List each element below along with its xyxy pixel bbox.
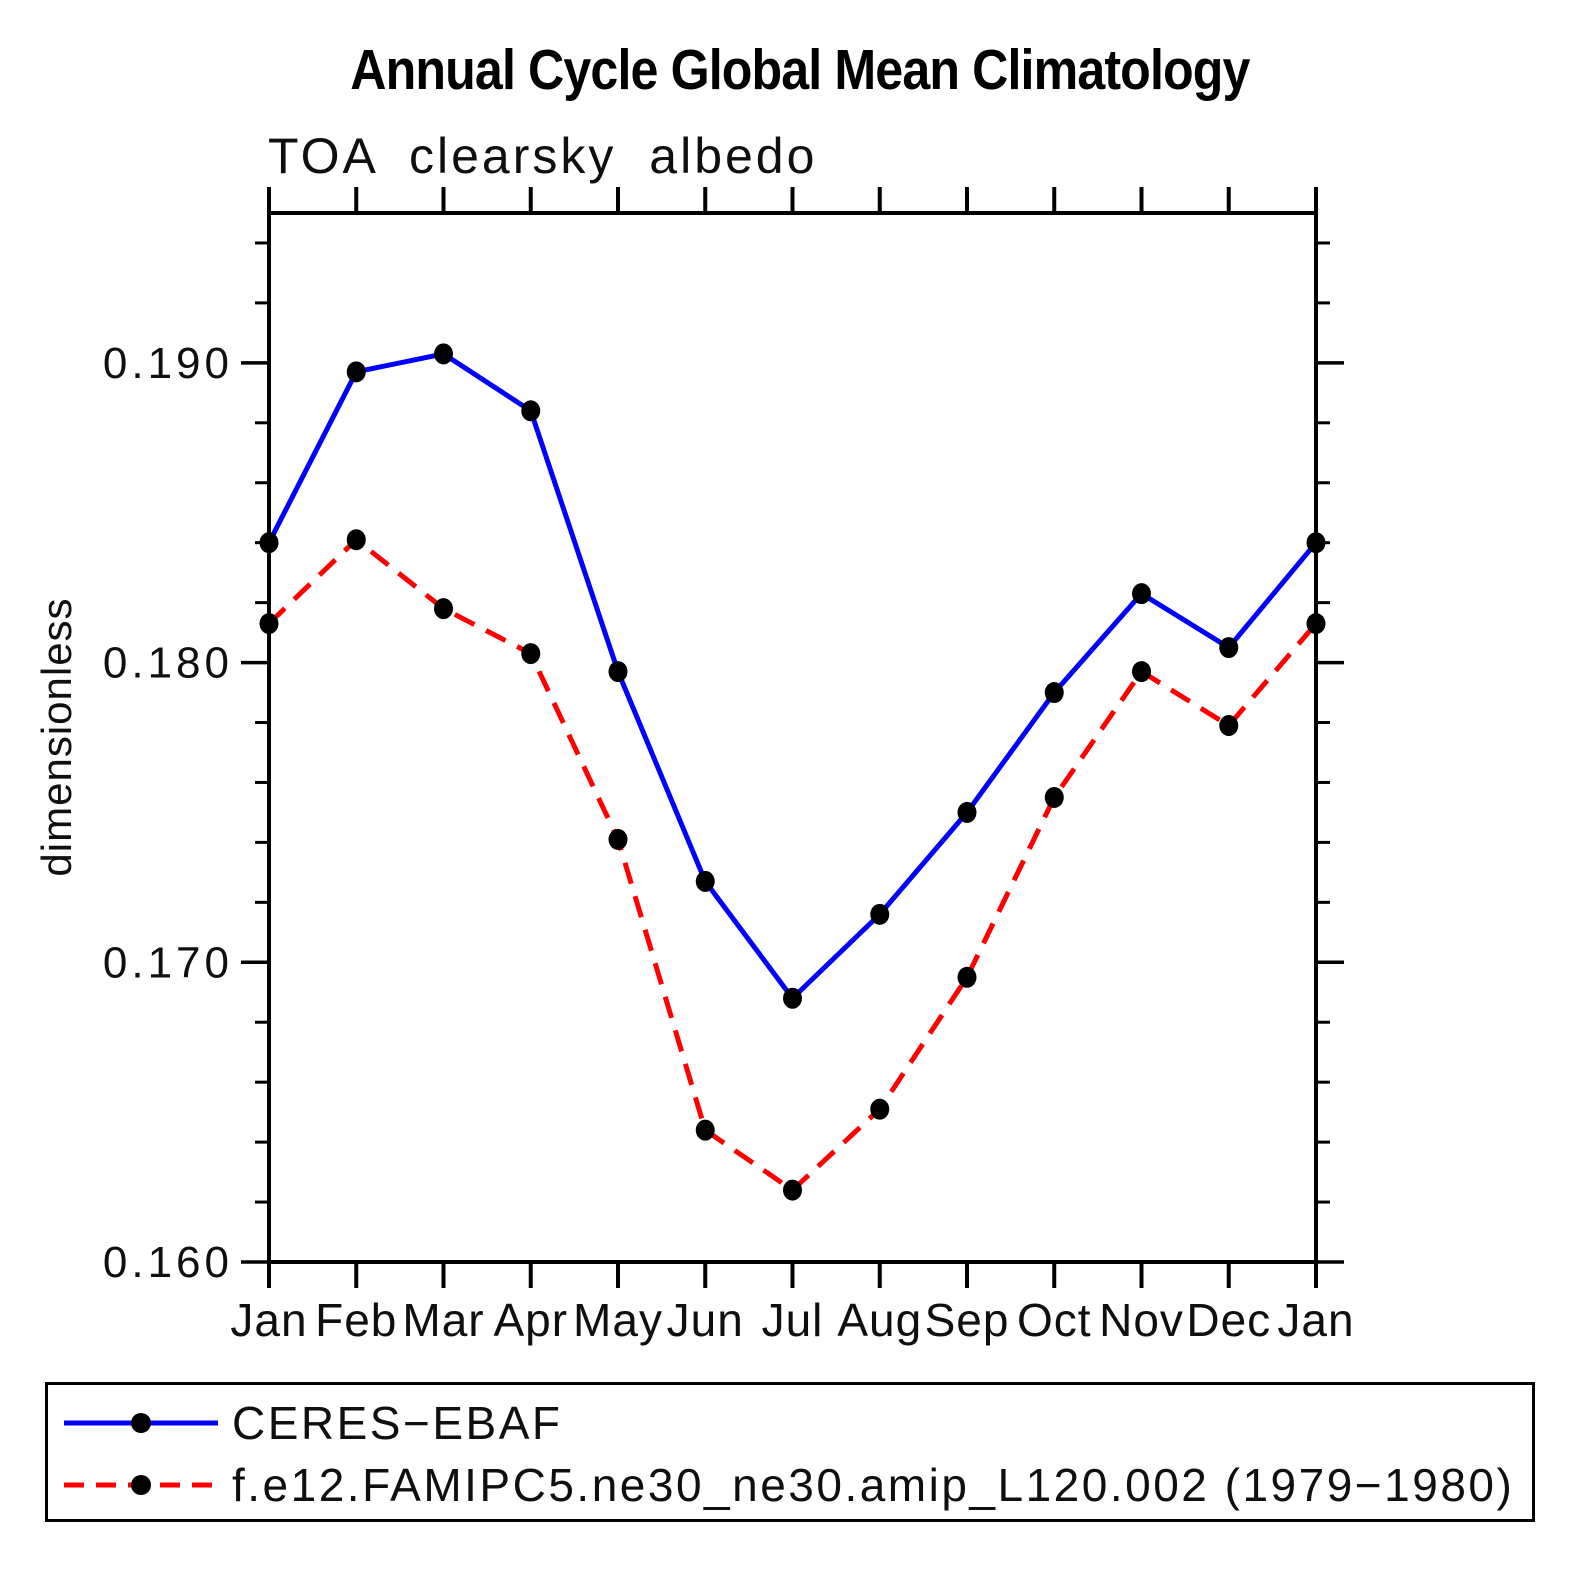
series-line-model: [267, 536, 1318, 1194]
data-point-marker: [957, 966, 977, 988]
data-point-marker: [608, 661, 628, 683]
legend-box: CERES−EBAF f.e12.FAMIPC5.ne30_ne30.amip_…: [45, 1382, 1535, 1522]
data-point-marker: [870, 903, 890, 925]
chart-subtitle: TOA clearsky albedo: [268, 128, 818, 184]
legend-label-observation: CERES−EBAF: [232, 1397, 563, 1449]
data-point-marker: [1219, 715, 1239, 737]
legend-sample-solid-line: [64, 1413, 218, 1433]
x-tick-label: Feb: [315, 1294, 397, 1346]
x-tick-label: Nov: [1099, 1294, 1184, 1346]
data-point-marker: [346, 529, 366, 551]
data-point-marker: [259, 613, 279, 635]
x-tick-label: Jan: [230, 1294, 307, 1346]
x-tick-label: Jun: [667, 1294, 744, 1346]
x-tick-label: Dec: [1186, 1294, 1271, 1346]
data-point-marker: [1219, 637, 1239, 659]
data-point-marker: [259, 532, 279, 554]
data-point-marker: [434, 343, 453, 365]
data-point-marker: [695, 1119, 715, 1141]
y-tick-label: 0.170: [103, 938, 233, 987]
data-point-marker: [1044, 682, 1064, 704]
data-point-marker: [346, 361, 366, 383]
data-point-marker: [1306, 613, 1326, 635]
chart-title: Annual Cycle Global Mean Climatology: [350, 38, 1250, 102]
data-point-marker: [521, 643, 541, 665]
legend-label-model: f.e12.FAMIPC5.ne30_ne30.amip_L120.002 (1…: [232, 1459, 1515, 1511]
legend-item-ceres-ebaf: CERES−EBAF: [56, 1397, 563, 1449]
data-point-marker: [434, 598, 453, 620]
legend-sample-dashed-line: [64, 1475, 218, 1495]
data-point-marker: [870, 1098, 890, 1120]
x-tick-label: Jul: [762, 1294, 824, 1346]
data-point-marker: [608, 828, 628, 850]
data-point-marker: [1306, 532, 1326, 554]
plot-frame: [267, 211, 1318, 1264]
data-point-marker: [1044, 786, 1064, 808]
y-tick-label: 0.180: [103, 639, 233, 688]
x-tick-label: May: [573, 1294, 663, 1346]
data-point-marker: [695, 870, 715, 892]
y-tick-label: 0.190: [103, 339, 233, 388]
data-point-marker: [1132, 583, 1151, 605]
x-tick-label: Oct: [1017, 1294, 1092, 1346]
x-tick-label: Sep: [925, 1294, 1010, 1346]
x-tick-label: Apr: [493, 1294, 568, 1346]
x-tick-label: Mar: [402, 1294, 484, 1346]
legend-item-model-run: f.e12.FAMIPC5.ne30_ne30.amip_L120.002 (1…: [56, 1459, 1515, 1511]
data-point-marker: [521, 400, 541, 422]
data-point-marker: [1132, 661, 1151, 683]
series-line-obs: [266, 351, 1318, 1003]
data-point-marker: [957, 801, 977, 823]
x-tick-label: Aug: [837, 1294, 922, 1346]
x-tick-label: Jan: [1277, 1294, 1354, 1346]
data-point-marker: [783, 1179, 802, 1201]
y-tick-label: 0.160: [103, 1238, 233, 1287]
data-point-marker: [783, 987, 802, 1009]
chart-title-wrap: Annual Cycle Global Mean Climatology: [20, 42, 1575, 99]
